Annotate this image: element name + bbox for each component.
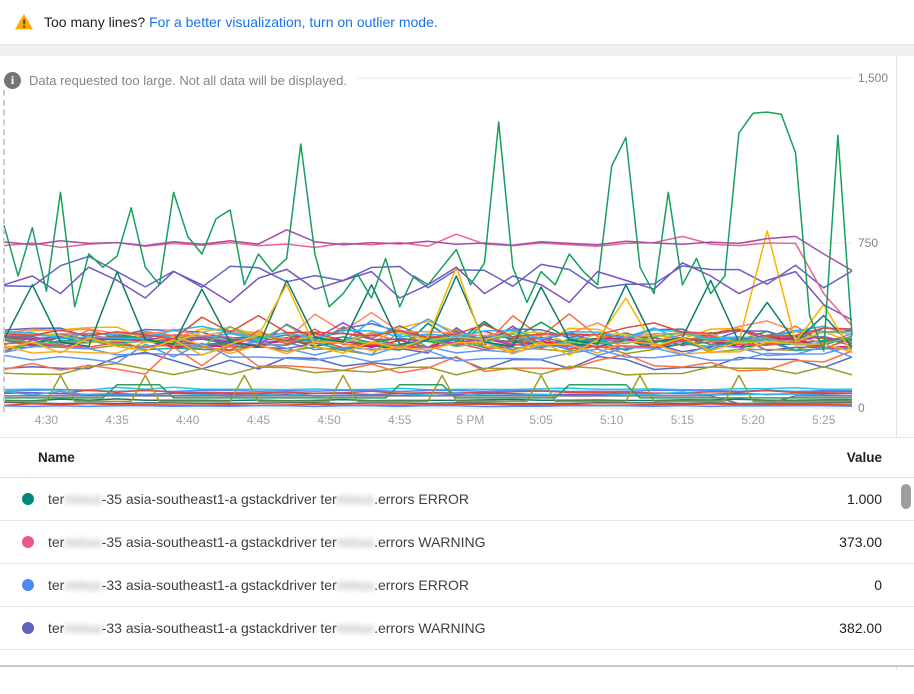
redacted-text: minus	[336, 577, 375, 593]
timeseries-chart: i Data requested too large. Not all data…	[0, 56, 914, 438]
outlier-mode-link[interactable]: For a better visualization, turn on outl…	[149, 14, 438, 30]
redacted-text: minus	[64, 620, 102, 636]
legend-name-header: Name	[38, 450, 75, 465]
series-name: terminus-35 asia-southeast1-a gstackdriv…	[48, 491, 469, 507]
redacted-text: minus	[336, 534, 375, 550]
redacted-text: minus	[336, 620, 375, 636]
x-tick-label: 4:30	[34, 413, 59, 427]
series-value: 382.00	[839, 620, 882, 636]
x-tick-label: 4:55	[388, 413, 412, 427]
redacted-text: minus	[336, 491, 375, 507]
x-tick-label: 4:45	[246, 413, 271, 427]
banner-text: Too many lines?	[44, 14, 146, 30]
x-tick-label: 5:20	[741, 413, 765, 427]
x-tick-label: 5:25	[812, 413, 836, 427]
legend-next-row-partial	[0, 650, 914, 667]
too-many-lines-banner: Too many lines? For a better visualizati…	[0, 0, 914, 44]
series-color-dot	[22, 536, 34, 548]
y-tick-label: 1,500	[858, 71, 889, 85]
data-truncation-notice: i Data requested too large. Not all data…	[0, 70, 357, 90]
x-tick-label: 5:10	[600, 413, 624, 427]
series-color-dot	[22, 493, 34, 505]
series-value: 1.000	[846, 491, 882, 507]
legend-table: Name Value terminus-35 asia-southeast1-a…	[0, 438, 914, 667]
x-tick-label: 4:50	[317, 413, 341, 427]
series-name: terminus-35 asia-southeast1-a gstackdriv…	[48, 534, 486, 550]
warning-icon	[15, 13, 33, 30]
legend-scrollbar-thumb[interactable]	[901, 484, 911, 509]
notice-text: Data requested too large. Not all data w…	[29, 72, 347, 88]
legend-header-row: Name Value	[0, 438, 914, 478]
x-tick-label: 5:05	[529, 413, 553, 427]
section-divider-strip	[0, 44, 914, 56]
x-tick-label: 5 PM	[456, 413, 485, 427]
chart-canvas[interactable]	[0, 56, 914, 438]
legend-value-header: Value	[846, 450, 882, 465]
series-value: 373.00	[839, 534, 882, 550]
redacted-text: minus	[64, 577, 102, 593]
series-color-dot	[22, 579, 34, 591]
y-tick-label: 750	[858, 236, 879, 250]
series-name: terminus-33 asia-southeast1-a gstackdriv…	[48, 620, 486, 636]
redacted-text: minus	[64, 491, 102, 507]
x-tick-label: 5:15	[670, 413, 695, 427]
y-tick-label: 0	[858, 401, 865, 415]
series-value: 0	[874, 577, 882, 593]
right-panel-border	[896, 56, 897, 670]
legend-row[interactable]: terminus-35 asia-southeast1-a gstackdriv…	[0, 521, 914, 564]
info-icon: i	[4, 71, 21, 89]
legend-row[interactable]: terminus-33 asia-southeast1-a gstackdriv…	[0, 607, 914, 650]
x-tick-label: 4:40	[176, 413, 200, 427]
series-color-dot	[22, 622, 34, 634]
legend-row[interactable]: terminus-35 asia-southeast1-a gstackdriv…	[0, 478, 914, 521]
x-tick-label: 4:35	[105, 413, 129, 427]
legend-row[interactable]: terminus-33 asia-southeast1-a gstackdriv…	[0, 564, 914, 607]
chart-left-dashed-edge	[3, 70, 5, 412]
series-name: terminus-33 asia-southeast1-a gstackdriv…	[48, 577, 469, 593]
redacted-text: minus	[64, 534, 102, 550]
